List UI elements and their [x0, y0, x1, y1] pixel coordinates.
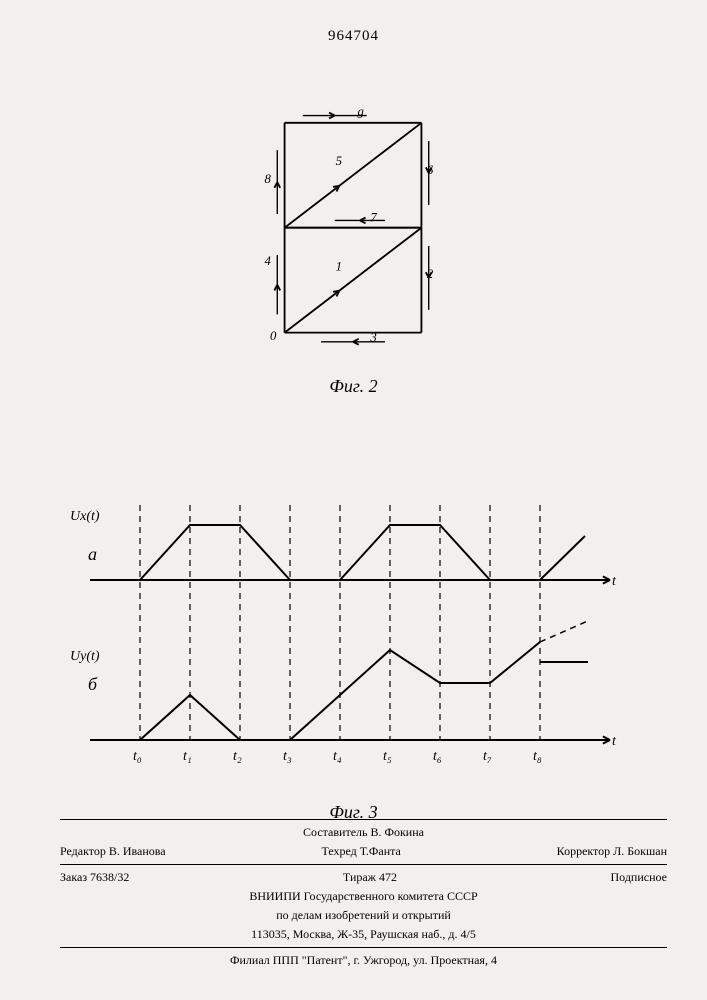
fig3-svg: Uх(t) Uу(t) а б t t t₀ t₁ t₂ t₃ t₄ t₅ t₆ t₇ t₈ — [60, 490, 650, 790]
compiler: Составитель В. Фокина — [60, 823, 667, 842]
tirage: Тираж 472 — [343, 870, 397, 885]
techred: Техред Т.Фанта — [321, 844, 400, 859]
svg-text:t₁: t₁ — [183, 749, 192, 764]
svg-text:t₀: t₀ — [133, 749, 142, 764]
branch: Филиал ППП "Патент", г. Ужгород, ул. Про… — [60, 951, 667, 970]
svg-text:Uу(t): Uу(t) — [70, 649, 100, 664]
svg-text:0: 0 — [270, 329, 277, 343]
svg-text:t₂: t₂ — [233, 749, 242, 764]
credits-row: Редактор В. Иванова Техред Т.Фанта Корре… — [60, 842, 667, 861]
svg-text:5: 5 — [336, 154, 342, 168]
org1: ВНИИПИ Государственного комитета СССР — [60, 887, 667, 906]
svg-text:6: 6 — [427, 163, 434, 177]
patent-number: 964704 — [0, 28, 707, 45]
addr1: 113035, Москва, Ж-35, Раушская наб., д. … — [60, 925, 667, 944]
svg-text:g: g — [358, 105, 365, 119]
svg-text:t₇: t₇ — [483, 749, 492, 764]
figure-2: 0 1 2 3 4 5 6 7 g 8 — [253, 100, 453, 360]
svg-text:t: t — [612, 734, 617, 749]
order: Заказ 7638/32 — [60, 870, 129, 885]
corrector: Корректор Л. Бокшан — [557, 844, 667, 859]
svg-text:1: 1 — [336, 260, 342, 274]
page: 964704 0 1 2 3 4 5 6 7 g 8 Фиг. 2 Uх(t) Uу(t) а б t t t… — [0, 0, 707, 1000]
fig2-svg: 0 1 2 3 4 5 6 7 g 8 — [253, 100, 453, 360]
svg-text:t₄: t₄ — [333, 749, 342, 764]
svg-text:4: 4 — [265, 254, 272, 268]
svg-text:t₈: t₈ — [533, 749, 542, 764]
footer: Составитель В. Фокина Редактор В. Иванов… — [60, 816, 667, 970]
svg-text:t₅: t₅ — [383, 749, 392, 764]
svg-text:2: 2 — [427, 267, 434, 281]
svg-text:t₃: t₃ — [283, 749, 292, 764]
subscription: Подписное — [611, 870, 668, 885]
svg-text:3: 3 — [369, 331, 376, 345]
figure-3: Uх(t) Uу(t) а б t t t₀ t₁ t₂ t₃ t₄ t₅ t₆ t₇ t₈ — [60, 490, 650, 790]
svg-text:б: б — [88, 674, 98, 694]
svg-text:8: 8 — [265, 172, 272, 186]
svg-text:Uх(t): Uх(t) — [70, 509, 100, 524]
svg-text:t: t — [612, 574, 617, 589]
svg-text:а: а — [88, 544, 97, 564]
editor: Редактор В. Иванова — [60, 844, 166, 859]
svg-text:7: 7 — [370, 210, 377, 224]
order-row: Заказ 7638/32 Тираж 472 Подписное — [60, 868, 667, 887]
svg-text:t₆: t₆ — [433, 749, 442, 764]
org2: по делам изобретений и открытий — [60, 906, 667, 925]
fig2-caption: Фиг. 2 — [0, 376, 707, 397]
